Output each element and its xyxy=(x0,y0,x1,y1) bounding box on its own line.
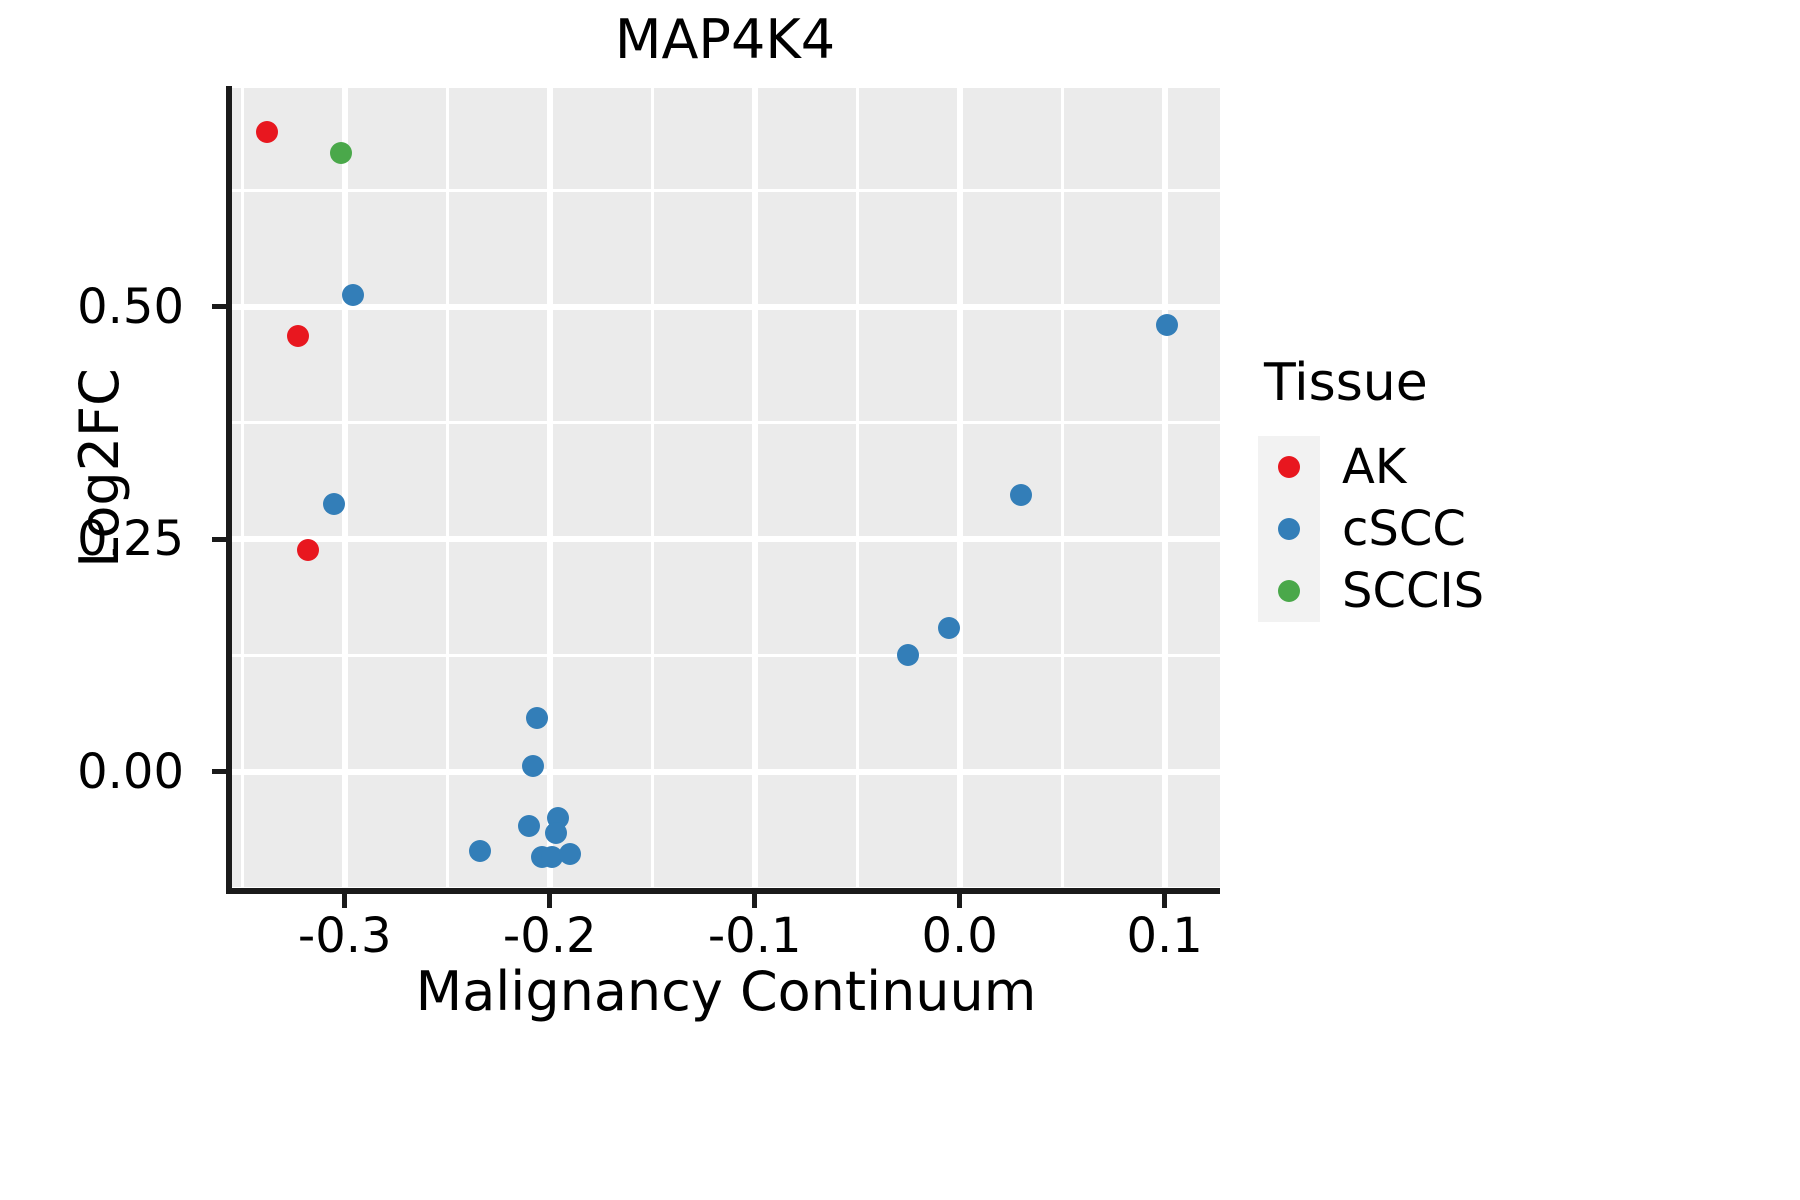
gridline-minor-horizontal xyxy=(232,886,1220,888)
gridline-minor-vertical xyxy=(855,88,859,888)
x-axis-line xyxy=(226,888,1220,894)
gridline-minor-vertical xyxy=(1060,88,1064,888)
legend-dot-icon xyxy=(1278,580,1300,602)
data-point-cscc xyxy=(522,755,545,778)
legend: Tissue AK cSCC SCCIS xyxy=(1258,352,1484,622)
data-point-cscc xyxy=(341,284,364,307)
gridline-minor-horizontal xyxy=(232,421,1220,425)
y-axis-tick xyxy=(212,536,226,542)
x-axis-tick-label: -0.2 xyxy=(502,908,597,964)
data-point-cscc xyxy=(518,814,541,837)
legend-title: Tissue xyxy=(1264,353,1428,413)
data-point-cscc xyxy=(526,706,549,729)
x-axis-tick-label: 0.1 xyxy=(1126,908,1203,964)
legend-dot-icon xyxy=(1278,518,1300,540)
x-axis-tick-label: -0.1 xyxy=(707,908,802,964)
page-title: MAP4K4 xyxy=(614,8,836,71)
x-axis-tick-label: 0.0 xyxy=(921,908,998,964)
legend-key-swatch xyxy=(1258,436,1320,498)
legend-key-swatch xyxy=(1258,498,1320,560)
legend-key-swatch xyxy=(1258,560,1320,622)
gridline-minor-vertical xyxy=(650,88,654,888)
gridline-major-vertical xyxy=(1161,88,1168,888)
gridline-major-horizontal xyxy=(232,536,1220,543)
data-point-ak xyxy=(255,120,278,143)
x-axis-tick xyxy=(547,894,553,908)
gridline-minor-vertical xyxy=(445,88,449,888)
gridline-major-horizontal xyxy=(232,768,1220,775)
y-axis-tick xyxy=(212,769,226,775)
data-point-cscc xyxy=(938,616,961,639)
gridline-major-horizontal xyxy=(232,303,1220,310)
data-point-sccis xyxy=(329,142,352,165)
data-point-cscc xyxy=(897,644,920,667)
data-point-cscc xyxy=(1010,483,1033,506)
x-axis-tick xyxy=(957,894,963,908)
plot-panel xyxy=(232,88,1220,888)
legend-item-label: AK xyxy=(1342,439,1407,495)
data-point-cscc xyxy=(469,839,492,862)
y-axis-tick-label: 0.00 xyxy=(77,743,184,800)
legend-item-sccis[interactable]: SCCIS xyxy=(1258,560,1484,622)
data-point-cscc xyxy=(559,842,582,865)
gridline-major-vertical xyxy=(956,88,963,888)
data-point-ak xyxy=(296,539,319,562)
y-axis-line xyxy=(226,86,232,892)
gridline-minor-horizontal xyxy=(232,653,1220,657)
y-axis-tick xyxy=(212,304,226,310)
legend-item-label: SCCIS xyxy=(1342,563,1485,619)
x-axis-tick xyxy=(1162,894,1168,908)
y-axis-tick-label: 0.50 xyxy=(77,278,184,335)
data-point-cscc xyxy=(1155,314,1178,337)
x-axis-title: Malignancy Continuum xyxy=(415,960,1037,1023)
x-axis-tick-label: -0.3 xyxy=(297,908,392,964)
data-point-cscc xyxy=(544,822,567,845)
legend-dot-icon xyxy=(1278,456,1300,478)
y-axis-title: Log2FC xyxy=(68,368,131,568)
gridline-minor-vertical xyxy=(240,88,244,888)
gridline-major-vertical xyxy=(751,88,758,888)
x-axis-tick xyxy=(752,894,758,908)
legend-item-ak[interactable]: AK xyxy=(1258,436,1484,498)
legend-entries: AK cSCC SCCIS xyxy=(1258,436,1484,622)
legend-item-cscc[interactable]: cSCC xyxy=(1258,498,1484,560)
x-axis-tick xyxy=(342,894,348,908)
data-point-cscc xyxy=(540,846,563,869)
gridline-major-vertical xyxy=(341,88,348,888)
gridline-major-vertical xyxy=(546,88,553,888)
y-axis-tick-label: 0.25 xyxy=(77,511,184,568)
legend-item-label: cSCC xyxy=(1342,501,1466,557)
data-point-ak xyxy=(286,325,309,348)
gridline-minor-horizontal xyxy=(232,188,1220,192)
data-point-cscc xyxy=(323,492,346,515)
